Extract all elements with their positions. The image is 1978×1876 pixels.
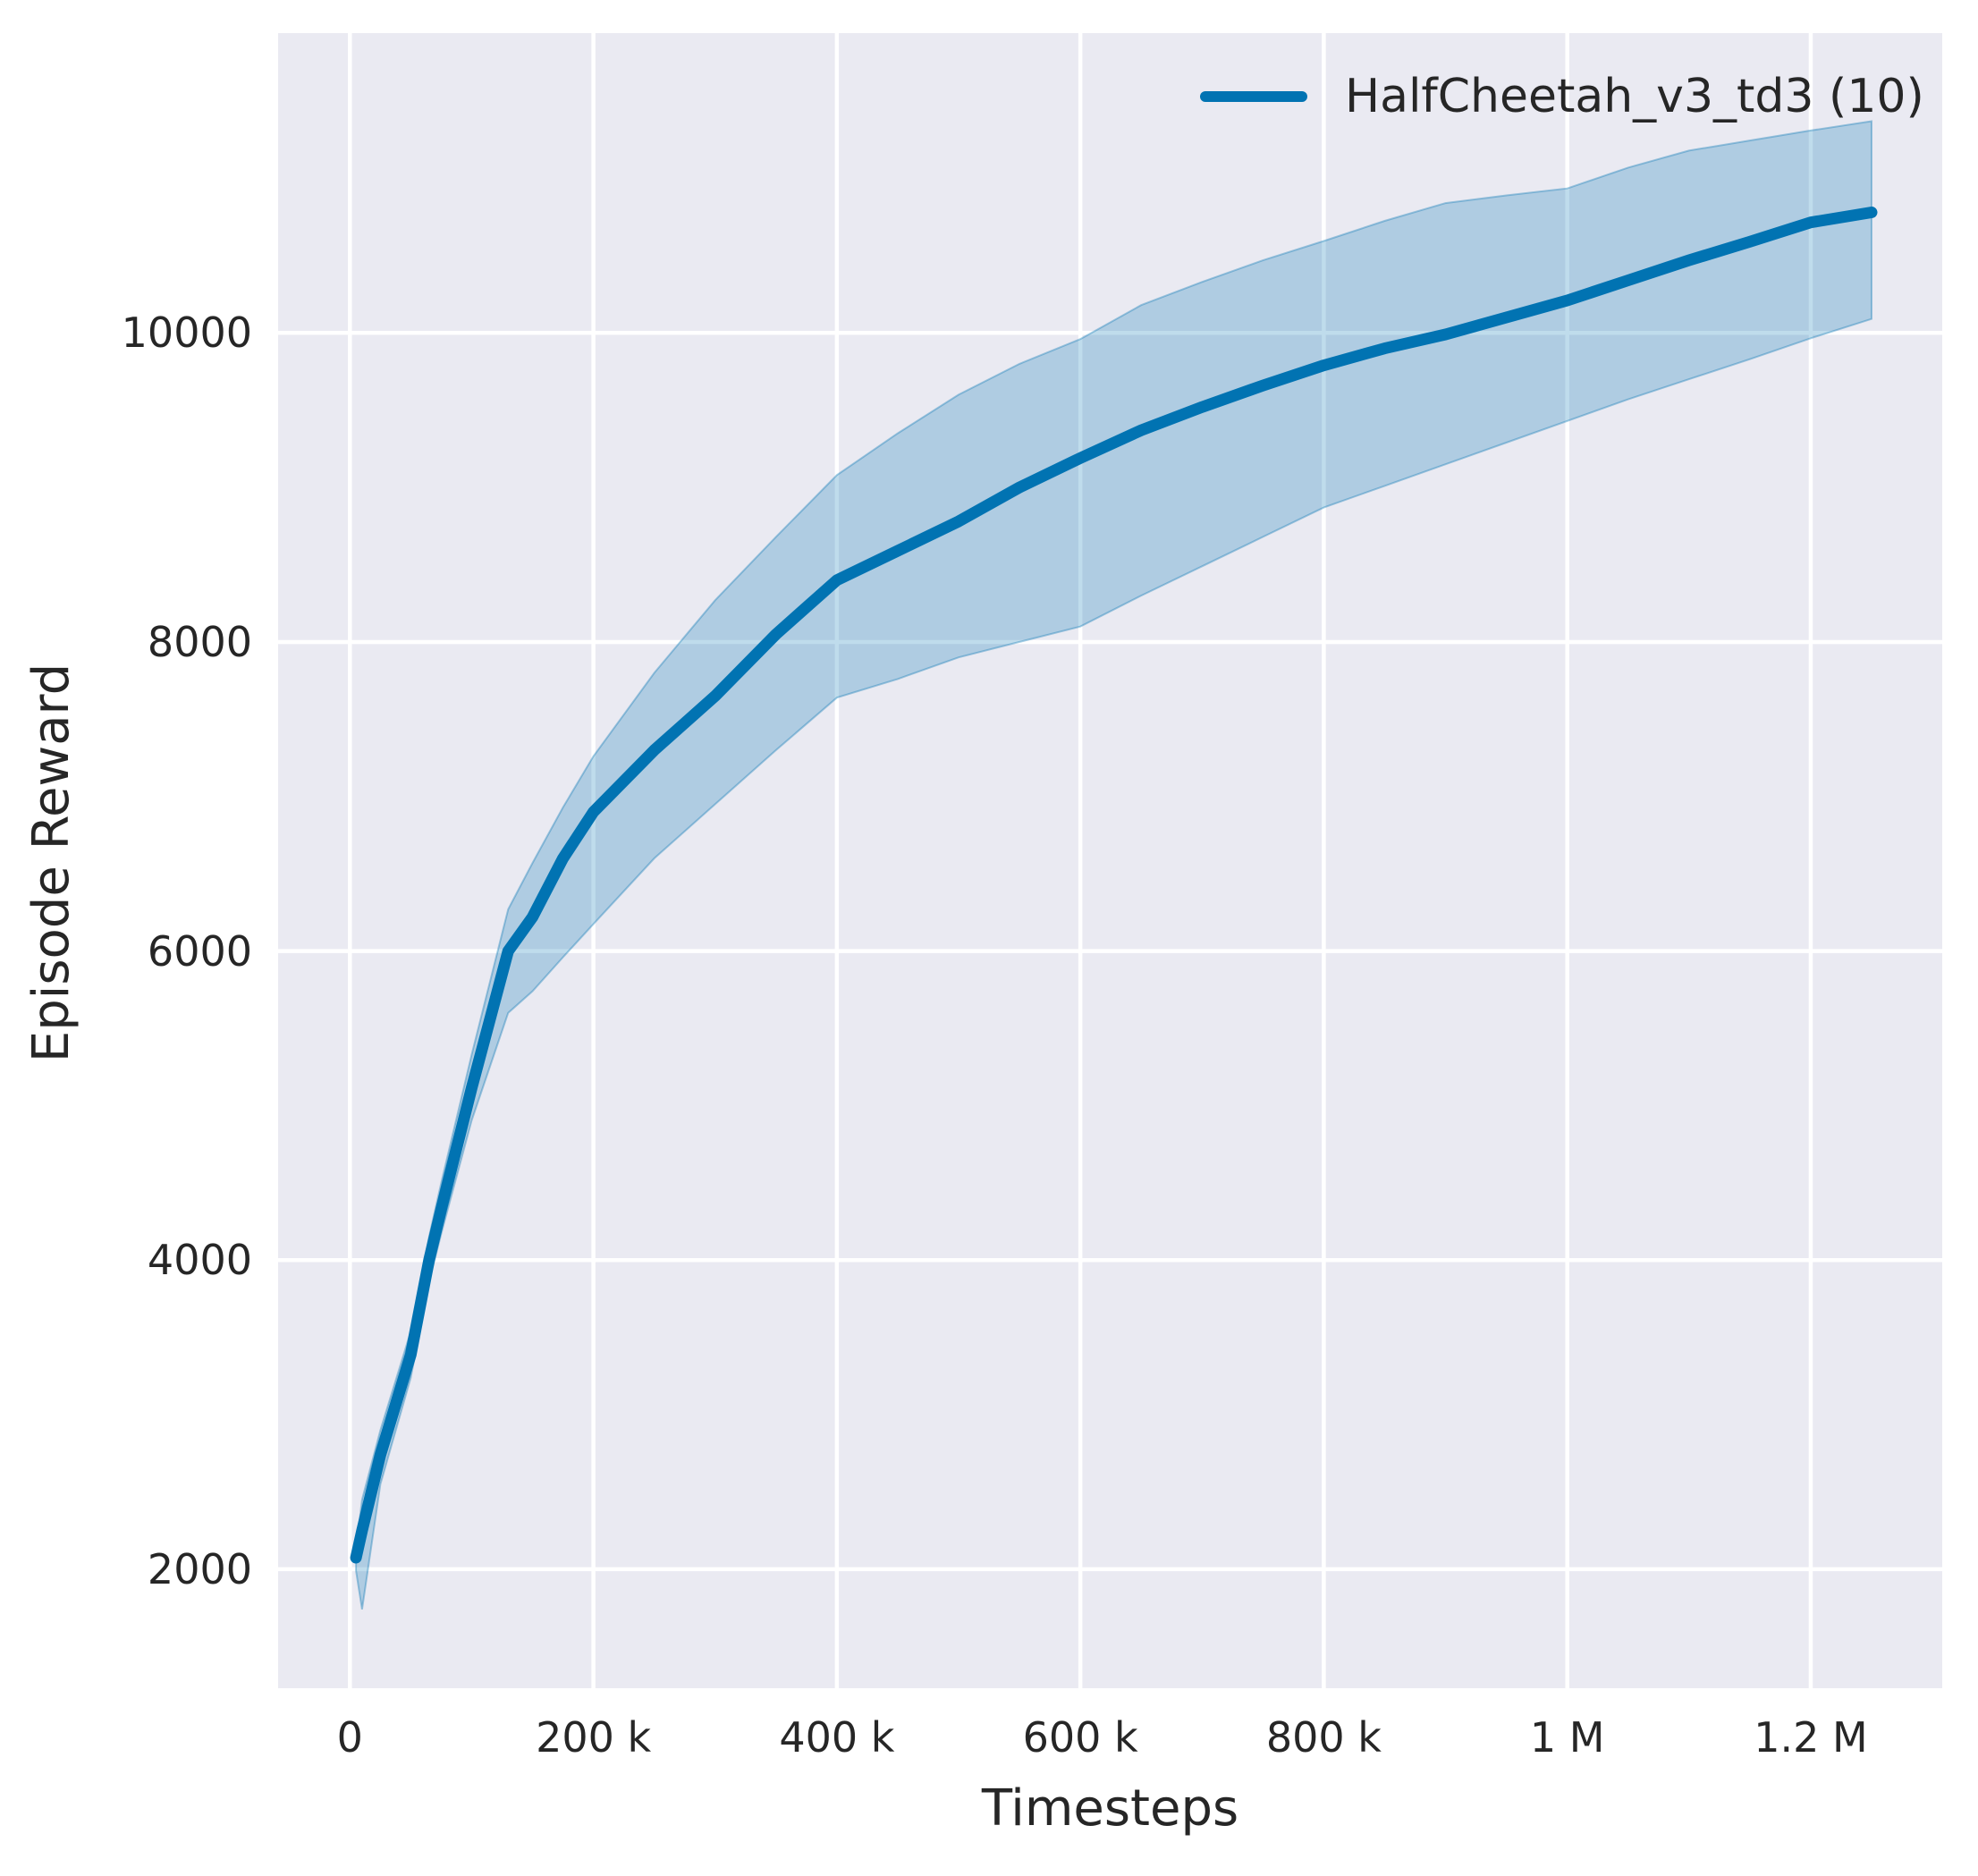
x-tick-label: 200 k	[536, 1713, 652, 1762]
y-tick-label: 4000	[147, 1236, 252, 1285]
x-tick-label: 1 M	[1529, 1713, 1605, 1762]
x-tick-label: 800 k	[1265, 1713, 1382, 1762]
y-tick-label: 2000	[147, 1544, 252, 1593]
x-tick-label: 400 k	[779, 1713, 895, 1762]
x-tick-label: 1.2 M	[1754, 1713, 1868, 1762]
confidence-band	[355, 120, 1872, 1610]
y-tick-label: 6000	[147, 926, 252, 976]
legend-label: HalfCheetah_v3_td3 (10)	[1345, 70, 1924, 123]
x-tick-label: 0	[336, 1713, 363, 1762]
x-tick-label: 600 k	[1022, 1713, 1138, 1762]
mean-line	[350, 207, 1878, 1564]
legend-line-swatch	[1200, 91, 1307, 102]
y-axis-label: Episode Reward	[22, 663, 80, 1063]
legend: HalfCheetah_v3_td3 (10)	[1200, 52, 1924, 141]
x-axis-label: Timesteps	[981, 1779, 1239, 1838]
y-tick-label: 8000	[147, 617, 252, 666]
y-tick-label: 10000	[121, 308, 252, 358]
